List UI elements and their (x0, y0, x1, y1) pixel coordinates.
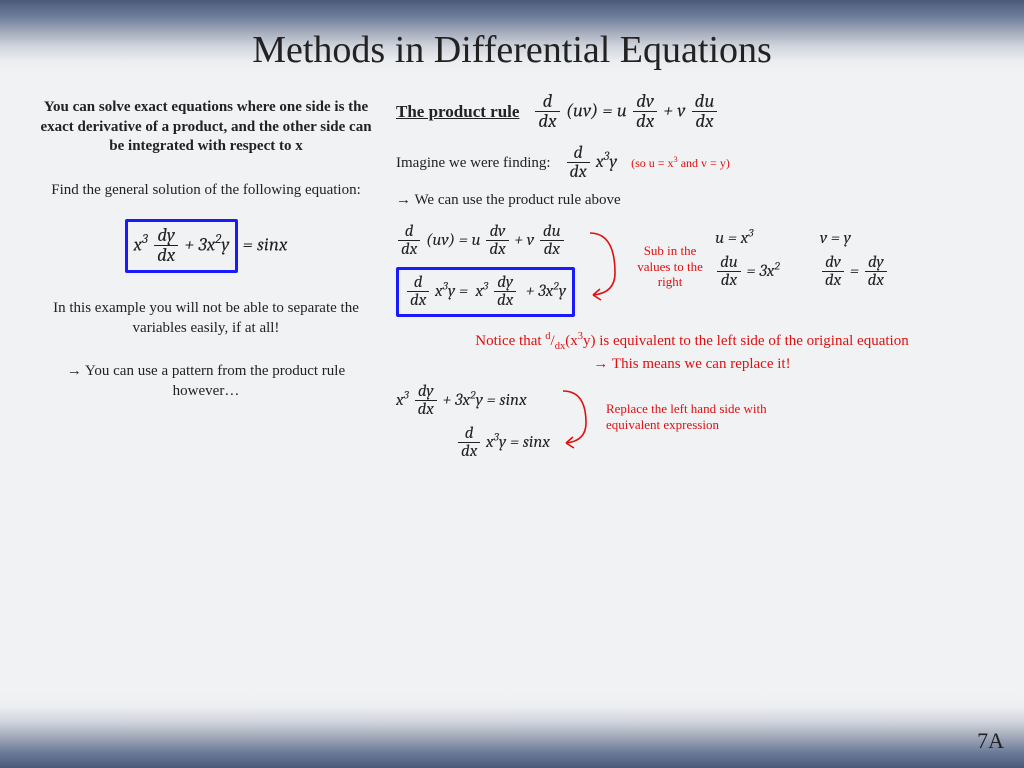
substitution-block: ddx (uv) = u dvdx + v dudx ddx x3y = x3 … (396, 223, 988, 317)
substitution-values: u = x3 dudx = 3x2 v = y dvdx = dydx (715, 223, 889, 296)
substitution-equations: ddx (uv) = u dvdx + v dudx ddx x3y = x3 … (396, 223, 575, 317)
sub-u: u = x3 (715, 229, 780, 248)
equation-rhs: = sinx (243, 234, 288, 256)
curved-arrow-icon (585, 223, 625, 303)
restated-rule: ddx (uv) = u dvdx + v dudx (396, 223, 575, 259)
sub-dv: dvdx = dydx (820, 254, 889, 290)
imagine-red-note: (so u = x3 and v = y) (631, 156, 730, 171)
slide: Methods in Differential Equations You ca… (0, 0, 1024, 768)
product-rule-equation: ddx (uv) = u dvdx + v dudx (533, 92, 719, 132)
sub-du: dudx = 3x2 (715, 254, 780, 290)
eq-original: x3 dydx + 3x2y = sinx (396, 383, 550, 419)
note-pattern: → You can use a pattern from the product… (44, 362, 368, 401)
product-rule-row: The product rule ddx (uv) = u dvdx + v d… (396, 92, 988, 132)
final-equations: x3 dydx + 3x2y = sinx ddx x3y = sinx (396, 383, 550, 461)
replace-note: Replace the left hand side with equivale… (606, 401, 786, 432)
main-equation: x3 dydx + 3x2y = sinx (125, 219, 288, 273)
left-column: You can solve exact equations where one … (36, 92, 376, 461)
final-block: x3 dydx + 3x2y = sinx ddx x3y = sinx Rep… (396, 383, 988, 461)
sub-note: Sub in the values to the right (635, 243, 705, 290)
right-column: The product rule ddx (uv) = u dvdx + v d… (396, 92, 988, 461)
replace-it-line: → This means we can replace it! (396, 356, 988, 373)
find-label: Find the general solution of the followi… (46, 181, 366, 200)
imagine-label: Imagine we were finding: (396, 155, 551, 172)
notice-line: Notice that d/dx(x3y) is equivalent to t… (426, 333, 958, 350)
page-number: 7A (977, 728, 1004, 754)
page-title: Methods in Differential Equations (36, 28, 988, 72)
note-separate: In this example you will not be able to … (40, 299, 372, 338)
eq-reduced: ddx x3y = sinx (396, 425, 550, 461)
equation-boxed-lhs: x3 dydx + 3x2y (125, 219, 239, 273)
imagine-row: Imagine we were finding: ddx x3y (so u =… (396, 144, 988, 182)
use-rule-line: → We can use the product rule above (396, 192, 988, 209)
curved-arrow-icon (558, 383, 598, 453)
imagine-equation: ddx x3y (565, 144, 618, 182)
intro-text: You can solve exact equations where one … (40, 98, 372, 157)
product-rule-label: The product rule (396, 102, 519, 122)
two-column-layout: You can solve exact equations where one … (36, 92, 988, 461)
sub-v: v = y (820, 229, 889, 248)
boxed-result: ddx x3y = x3 dydx + 3x2y (396, 267, 575, 317)
